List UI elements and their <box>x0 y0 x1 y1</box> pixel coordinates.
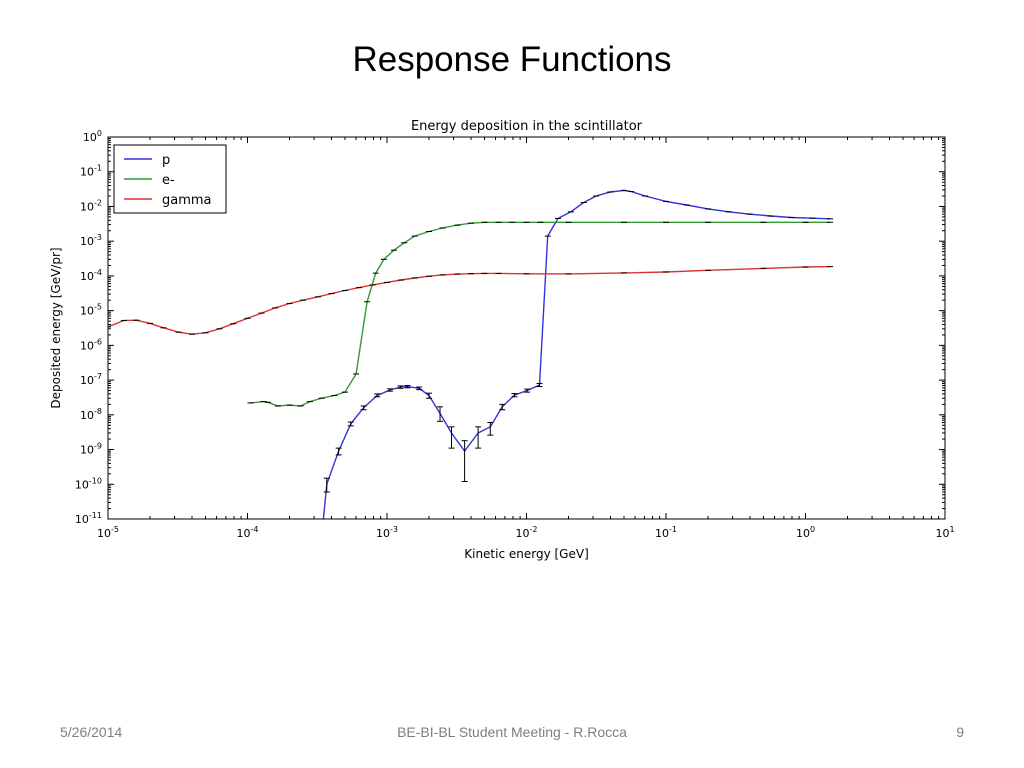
y-axis-label: Deposited energy [GeV/pr] <box>49 247 63 408</box>
error-bar-p <box>425 392 432 399</box>
footer-date: 5/26/2014 <box>60 724 123 740</box>
legend: p e-gamma <box>113 144 227 214</box>
footer-center-text: BE-BI-BL Student Meeting - R.Rocca <box>397 724 627 740</box>
page-number: 9 <box>956 724 964 740</box>
error-bar-p <box>397 385 404 389</box>
error-bar-p <box>347 421 354 427</box>
error-bar-p <box>461 440 468 483</box>
error-bar-p <box>386 388 393 392</box>
x-tick-label: 10-4 <box>237 525 259 540</box>
error-bar-p <box>511 393 518 398</box>
x-tick-label: 10-5 <box>97 525 119 540</box>
y-tick-label: 10-10 <box>75 476 102 491</box>
series-line-p <box>322 189 831 519</box>
y-tick-label: 10-3 <box>80 233 102 248</box>
error-bar-p <box>536 382 543 388</box>
chart-title: Energy deposition in the scintillator <box>411 119 643 134</box>
y-tick-label: 10-1 <box>80 164 102 179</box>
y-tick-label: 10-2 <box>80 198 102 213</box>
legend-label: e- <box>162 173 175 188</box>
error-bar-p <box>524 388 531 393</box>
error-bar-p <box>475 426 482 449</box>
y-tick-label: 10-6 <box>80 337 102 352</box>
x-tick-label: 10-3 <box>376 525 398 540</box>
error-bar-p <box>448 426 455 449</box>
legend-label: gamma <box>162 193 212 208</box>
error-bar-p <box>487 422 494 436</box>
error-bar-p <box>404 384 411 389</box>
error-bar-p <box>374 393 381 398</box>
error-bar-p <box>437 406 444 422</box>
y-tick-label: 10-9 <box>80 442 102 457</box>
y-tick-label: 10-11 <box>75 511 102 526</box>
x-tick-label: 10-1 <box>655 525 677 540</box>
y-tick-label: 10-4 <box>80 268 102 283</box>
error-bar-p <box>360 405 367 411</box>
error-bar-p <box>416 386 423 391</box>
x-axis-label: Kinetic energy [GeV] <box>464 547 589 561</box>
data-layer <box>108 189 834 519</box>
y-tick-label: 100 <box>83 129 102 144</box>
slide-title: Response Functions <box>352 40 672 79</box>
plot-frame <box>107 136 946 520</box>
error-bar-p <box>323 477 330 493</box>
y-tick-label: 10-7 <box>80 372 102 387</box>
error-bar-p <box>335 447 342 456</box>
x-tick-label: 10-2 <box>516 525 538 540</box>
x-tick-label: 100 <box>796 525 815 540</box>
plot-group: Energy deposition in the scintillator 10-… <box>49 119 955 561</box>
legend-label: p <box>162 153 170 168</box>
x-tick-label: 101 <box>935 525 954 540</box>
y-tick-label: 10-5 <box>80 303 102 318</box>
error-bar-p <box>499 403 506 411</box>
y-tick-label: 10-8 <box>80 407 102 422</box>
